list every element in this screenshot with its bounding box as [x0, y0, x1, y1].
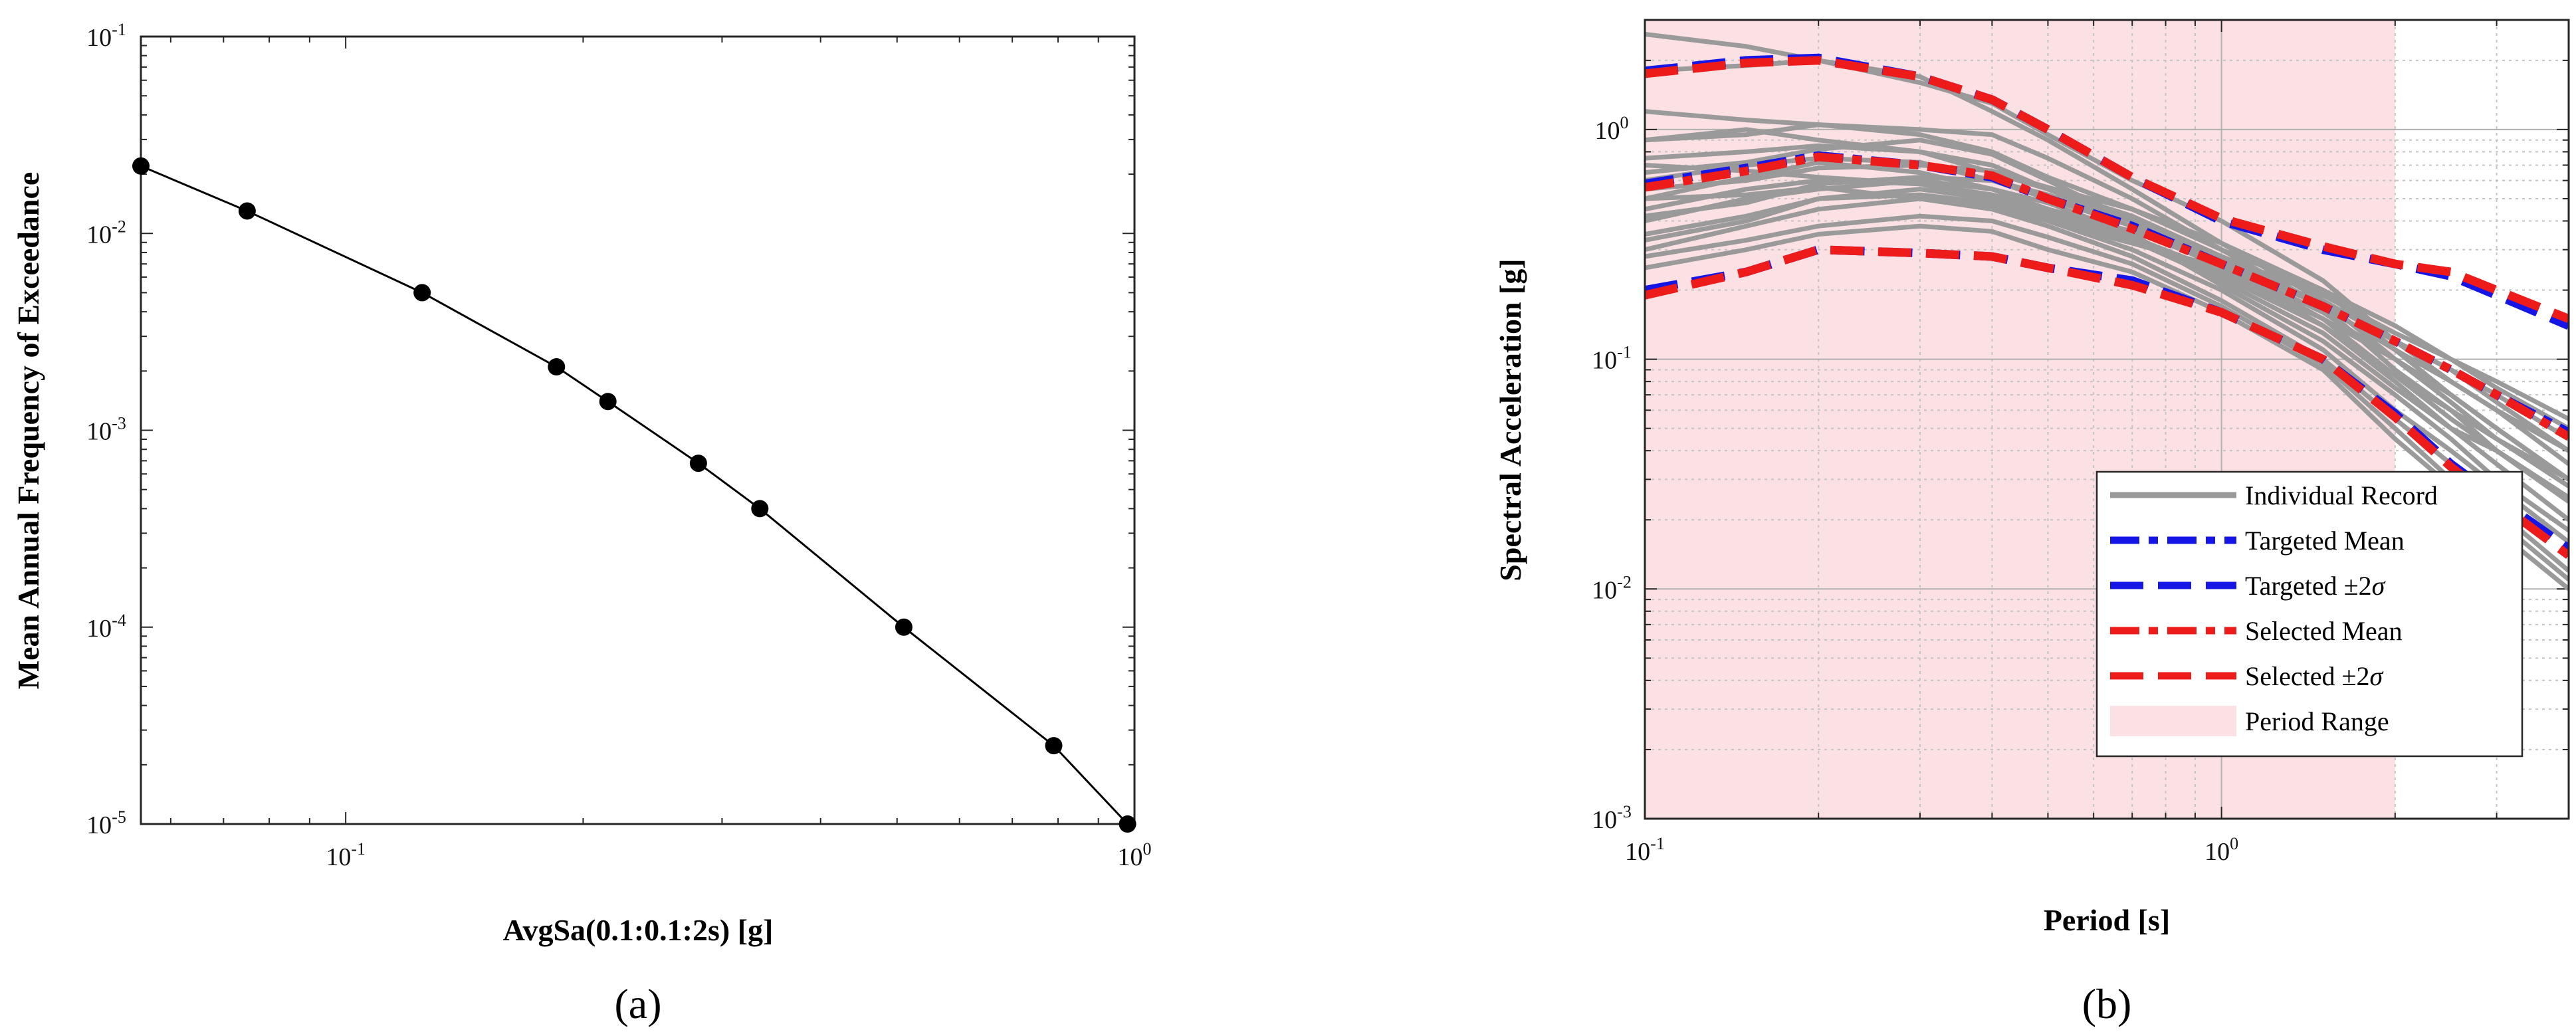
tick-exponent: -4 [112, 611, 126, 630]
data-point [1119, 815, 1136, 833]
tick-exponent: -1 [1650, 834, 1665, 853]
chart-b-xlabel: Period [s] [2044, 903, 2170, 937]
data-point [413, 284, 431, 302]
legend-label: Selected ±2σ [2245, 661, 2383, 691]
tick-exponent: -1 [1617, 343, 1632, 362]
y-tick-label: 10-4 [86, 611, 126, 643]
legend: Individual Record Targeted Mean Targeted… [2095, 470, 2523, 758]
tick-base: 10 [1592, 576, 1617, 604]
y-tick-label: 100 [1595, 113, 1629, 145]
individual-record-line [1645, 163, 2569, 488]
tick-exponent: 0 [1143, 839, 1152, 859]
data-point [548, 358, 566, 376]
tick-base: 10 [86, 615, 112, 643]
legend-swatch-period-range [2110, 706, 2236, 736]
data-point [689, 455, 707, 472]
hazard-curve-points [132, 157, 1136, 833]
tick-exponent: -1 [351, 839, 366, 859]
legend-label: Period Range [2245, 706, 2389, 736]
x-tick-label: 10-1 [326, 839, 366, 871]
x-tick-label: 100 [1118, 839, 1152, 871]
data-point [132, 157, 150, 175]
tick-exponent: -3 [1617, 802, 1632, 821]
tick-exponent: 0 [1620, 113, 1629, 132]
y-tick-label: 10-5 [86, 807, 126, 839]
legend-label: Targeted ±2σ [2245, 571, 2386, 601]
data-point [238, 202, 256, 220]
tick-base: 10 [1625, 838, 1650, 866]
selected-line [1645, 56, 2569, 323]
legend-entry-individual-record: Individual Record [2110, 480, 2438, 510]
tick-base: 10 [2204, 838, 2230, 866]
tick-base: 10 [1118, 843, 1143, 871]
chart-a: 10-510-410-310-210-110-1 100 AvgSa(0.1:0.… [11, 20, 1152, 1027]
y-tick-label: 10-3 [1592, 802, 1632, 834]
legend-entry-selected-mean: Selected Mean [2110, 616, 2403, 646]
statistic-lines [1645, 53, 2569, 560]
data-point [1045, 737, 1063, 755]
tick-base: 10 [86, 811, 112, 839]
tick-base: 10 [86, 418, 112, 446]
y-tick-label: 10-2 [86, 217, 126, 249]
legend-label-text: Targeted ±2 [2245, 571, 2372, 601]
chart-a-tick-labels: 10-510-410-310-210-110-1 100 [86, 20, 1151, 871]
data-point [895, 618, 912, 636]
hazard-curve-line [140, 165, 1128, 825]
selected-mean-line [1645, 152, 2569, 441]
tick-exponent: -2 [112, 217, 126, 236]
legend-entry-selected-sigma: Selected ±2σ [2110, 661, 2383, 691]
selected-line [1645, 245, 2569, 560]
y-tick-label: 10-1 [86, 20, 126, 52]
individual-record-line [1645, 185, 2569, 453]
legend-label: Selected Mean [2245, 616, 2403, 646]
chart-a-axes-box [140, 35, 1136, 825]
chart-b-axes-box [1644, 19, 2570, 820]
legend-label-text: Selected ±2 [2245, 661, 2369, 691]
x-tick-label: 10-1 [1625, 834, 1665, 866]
data-point [599, 393, 617, 411]
chart-b-ylabel: Spectral Acceleration [g] [1493, 258, 1527, 581]
y-tick-label: 10-3 [86, 414, 126, 446]
x-tick-label: 100 [2204, 834, 2238, 866]
chart-a-minor-ticks [141, 36, 1135, 825]
y-tick-label: 10-1 [1592, 343, 1632, 375]
tick-exponent: -2 [1617, 572, 1632, 591]
legend-label: Targeted Mean [2245, 526, 2405, 556]
legend-entry-targeted-sigma: Targeted ±2σ [2110, 571, 2386, 601]
tick-exponent: -5 [112, 807, 126, 827]
tick-exponent: -1 [112, 20, 126, 39]
tick-base: 10 [326, 843, 351, 871]
tick-base: 10 [86, 221, 112, 249]
legend-label: Individual Record [2245, 480, 2438, 510]
legend-entry-targeted-mean: Targeted Mean [2110, 526, 2405, 556]
individual-record-line [1645, 178, 2569, 500]
chart-a-xlabel: AvgSa(0.1:0.1:2s) [g] [503, 913, 774, 947]
tick-base: 10 [1592, 347, 1617, 375]
chart-a-ylabel: Mean Annual Frequency of Exceedance [11, 172, 45, 690]
tick-base: 10 [1595, 117, 1620, 145]
tick-exponent: 0 [2230, 834, 2238, 853]
legend-entry-period-range: Period Range [2110, 706, 2389, 736]
data-point [751, 500, 769, 518]
sigma-symbol: σ [2372, 571, 2386, 601]
tick-exponent: -3 [112, 414, 126, 433]
panel-label-a: (a) [614, 980, 661, 1027]
tick-base: 10 [86, 24, 112, 52]
sigma-symbol: σ [2369, 661, 2383, 691]
individual-record-line [1645, 187, 2569, 482]
individual-record-line [1645, 175, 2569, 453]
y-tick-label: 10-2 [1592, 572, 1632, 604]
panel-label-b: (b) [2082, 980, 2132, 1027]
tick-base: 10 [1592, 806, 1617, 834]
